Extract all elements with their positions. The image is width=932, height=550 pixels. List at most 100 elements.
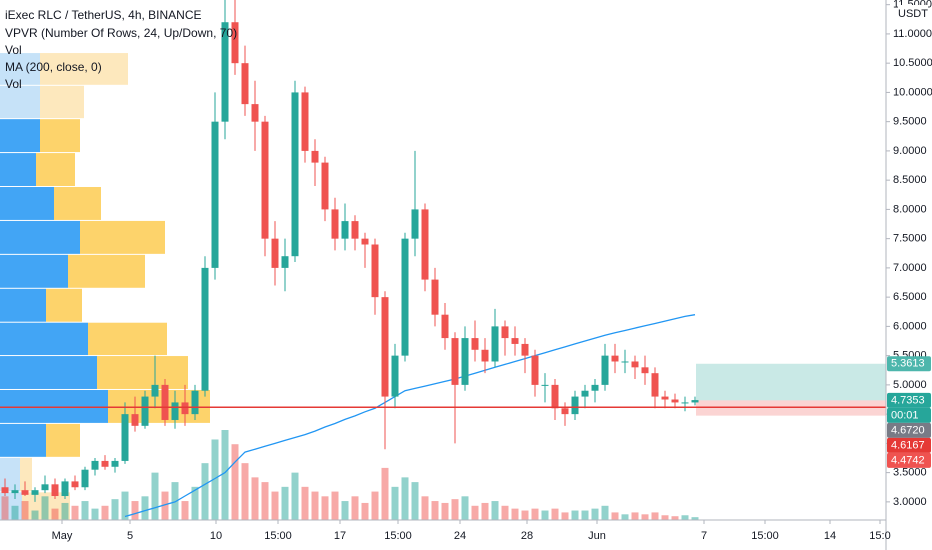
ma-line	[124, 314, 696, 518]
candle-body	[241, 63, 249, 105]
x-tick-label: 17	[334, 530, 346, 542]
profile-up	[0, 53, 40, 85]
profile-down	[40, 53, 128, 85]
volume-bar	[151, 472, 159, 520]
price-label-box	[887, 392, 931, 408]
volume-bar	[431, 501, 439, 520]
volume-bar	[321, 496, 329, 520]
y-tick-label: 10.5000	[893, 57, 932, 69]
y-tick-label: 10.0000	[893, 86, 932, 98]
price-label: 4.4742	[891, 454, 925, 466]
candle-body	[611, 355, 619, 362]
volume-bar	[281, 486, 289, 520]
volume-bar	[91, 508, 99, 520]
candle-body	[131, 414, 139, 426]
candle-body	[571, 396, 579, 415]
candle-body	[471, 338, 479, 350]
volume-bar	[451, 499, 459, 520]
profile-up	[0, 254, 68, 288]
volume-bar	[351, 496, 359, 520]
volume-bar	[581, 510, 589, 520]
candle-body	[271, 238, 279, 268]
y-tick-label: 6.0000	[893, 320, 927, 332]
candle-body	[101, 460, 109, 467]
candle-body	[451, 338, 459, 385]
volume-bar	[361, 502, 369, 520]
volume-bar	[501, 505, 509, 520]
x-tick-label: 24	[454, 530, 466, 542]
volume-bar	[341, 501, 349, 520]
candle-body	[231, 22, 239, 64]
volume-bar	[251, 477, 259, 520]
volume-bar	[51, 508, 59, 520]
candle-body	[191, 390, 199, 415]
profile-down	[68, 254, 145, 288]
profile-down	[46, 288, 82, 322]
volume-bar	[221, 430, 229, 520]
volume-bar	[241, 463, 249, 520]
candle-body	[431, 279, 439, 315]
y-tick-label: 6.5000	[893, 291, 927, 303]
currency: USDT	[898, 8, 928, 20]
volume-bar	[71, 505, 79, 520]
candle-body	[161, 384, 169, 420]
x-tick-label: 10	[210, 530, 222, 542]
volume-bar	[381, 467, 389, 520]
candle-body	[181, 402, 189, 415]
volume-bar	[101, 505, 109, 520]
candle-body	[31, 490, 39, 495]
volume-bar	[41, 496, 49, 520]
candle-body	[51, 484, 59, 497]
candle-body	[521, 343, 529, 356]
y-tick-label: 8.5000	[893, 174, 927, 186]
candle-body	[541, 384, 549, 386]
candle-body	[511, 338, 519, 344]
volume-bar	[691, 517, 699, 520]
volume-bar	[411, 482, 419, 520]
candle-body	[71, 481, 79, 488]
volume-bar	[541, 510, 549, 520]
candle-body	[631, 361, 639, 368]
volume-bar	[371, 491, 379, 520]
candle-body	[621, 361, 629, 363]
candle-body	[381, 297, 389, 397]
volume-bar	[591, 508, 599, 520]
indicator-label: Vol	[5, 77, 22, 91]
profile-up	[0, 220, 80, 254]
y-tick-label: 7.0000	[893, 262, 927, 274]
candle-body	[151, 384, 159, 397]
volume-bar	[131, 501, 139, 520]
candle-body	[291, 92, 299, 257]
axes: 3.00003.50004.00004.50005.00005.50006.00…	[52, 0, 932, 542]
volume-bar	[111, 499, 119, 520]
candle-body	[61, 481, 69, 497]
candle-body	[281, 256, 289, 268]
candle-body	[591, 384, 599, 391]
price-label: 4.7353	[891, 394, 925, 406]
profile-down	[36, 153, 75, 187]
candle-body	[671, 399, 679, 403]
volume-bar	[551, 508, 559, 520]
profile-down	[54, 187, 101, 220]
candle-body	[351, 221, 359, 239]
volume-bar	[651, 512, 659, 520]
candle-body	[11, 490, 19, 494]
candle-body	[561, 408, 569, 415]
candle-body	[501, 326, 509, 339]
volume-bar	[121, 491, 129, 520]
candle-body	[371, 244, 379, 298]
volume-bar	[21, 501, 29, 520]
price-label-box	[887, 437, 931, 453]
candle-body	[421, 209, 429, 280]
profile-up	[0, 423, 46, 457]
volume-bar	[671, 516, 679, 520]
candle-body	[41, 484, 49, 491]
price-label: 4.6720	[891, 424, 925, 436]
volume-bar	[331, 491, 339, 520]
volume-bar	[611, 512, 619, 520]
x-tick-label: 15:00	[751, 530, 779, 542]
candle-body	[81, 469, 89, 488]
candle-body	[121, 414, 129, 461]
y-tick-label: 8.0000	[893, 203, 927, 215]
